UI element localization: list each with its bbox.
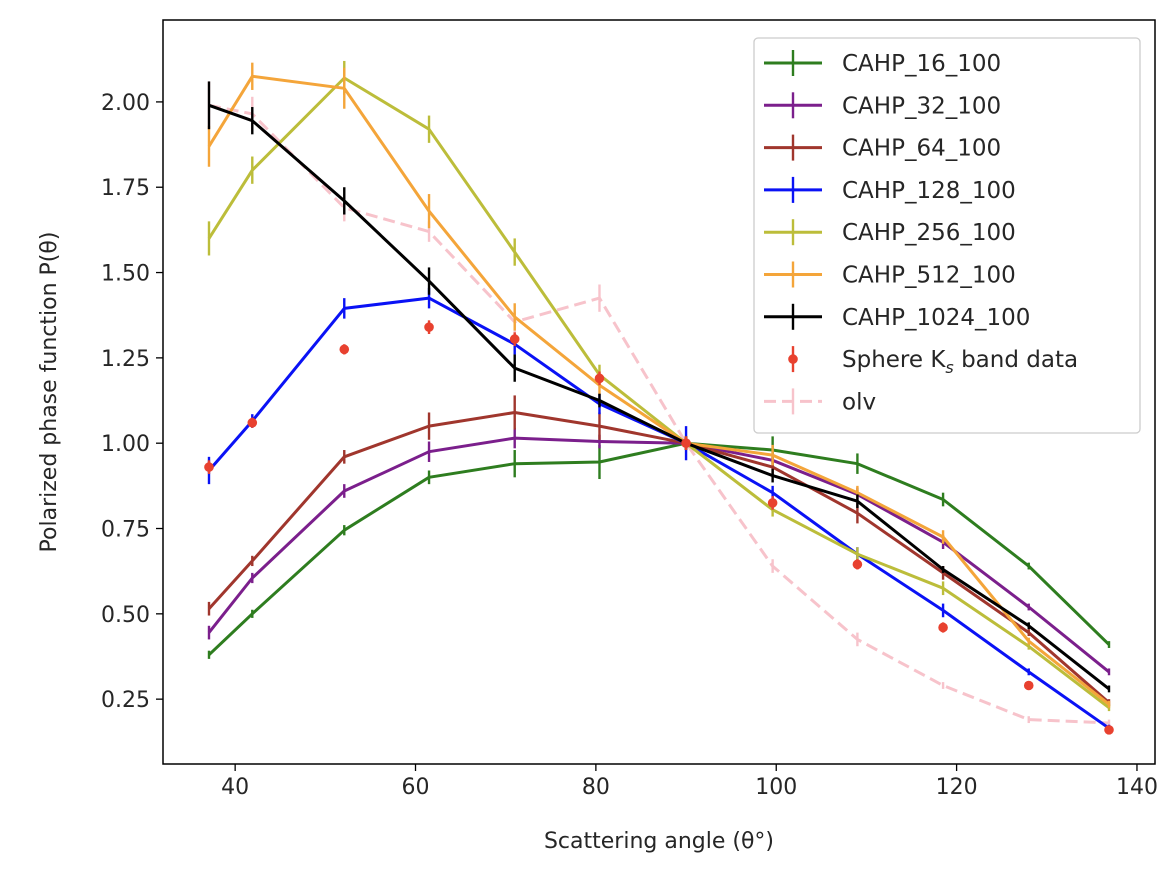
y-tick-label: 1.50 <box>101 262 150 287</box>
data-point <box>509 334 520 344</box>
series-sphere-k-s-band-data <box>204 320 1114 735</box>
data-point <box>1104 725 1114 735</box>
legend-label: olv <box>842 389 876 415</box>
legend: CAHP_16_100 CAHP_32_100 CAHP_64_100 CAHP_12… <box>753 37 1141 434</box>
legend-label: CAHP_64_100 <box>842 136 1001 162</box>
legend-item: Sphere Ks band data <box>788 346 1078 377</box>
y-tick-label: 0.75 <box>101 518 150 543</box>
legend-item: CAHP_32_100 <box>764 92 1001 119</box>
series-line <box>207 441 1111 656</box>
legend-label: CAHP_256_100 <box>842 220 1016 246</box>
y-axis-label: Polarized phase function P(θ) <box>37 232 62 553</box>
data-point <box>204 462 214 472</box>
series-line <box>207 76 1110 709</box>
legend-label: CAHP_1024_100 <box>842 305 1030 331</box>
y-tick-label: 1.00 <box>101 432 150 457</box>
x-tick-label: 80 <box>582 775 610 800</box>
axes-frame <box>162 19 1156 765</box>
data-point <box>1023 680 1034 691</box>
legend-item: olv <box>764 388 876 415</box>
data-point <box>681 438 691 448</box>
data-point <box>247 417 258 428</box>
legend-item: CAHP_512_100 <box>764 261 1016 289</box>
legend-label: CAHP_128_100 <box>842 178 1016 204</box>
legend-label: CAHP_32_100 <box>842 93 1001 119</box>
x-tick-label: 60 <box>402 775 430 800</box>
x-tick-label: 120 <box>936 775 978 800</box>
legend-label: Sphere Ks band data <box>842 347 1078 377</box>
data-point <box>767 498 778 508</box>
x-axis: 40 60 80 100 120 140 <box>221 764 1158 800</box>
data-point <box>594 373 605 384</box>
y-tick-label: 2.00 <box>101 91 150 116</box>
data-point <box>938 622 948 633</box>
legend-item: CAHP_16_100 <box>764 50 1001 77</box>
y-tick-label: 0.50 <box>101 603 150 628</box>
data-point <box>339 344 350 355</box>
legend-label: CAHP_512_100 <box>842 263 1016 289</box>
legend-box <box>753 37 1141 434</box>
series-line <box>207 296 1110 730</box>
legend-item: CAHP_64_100 <box>764 134 1001 162</box>
legend-label-part: Sphere K <box>842 347 946 373</box>
y-axis: 0.25 0.50 0.75 1.00 1.25 1.50 1.75 2.00 <box>101 91 163 713</box>
data-point <box>424 322 434 332</box>
y-tick-label: 0.25 <box>101 688 150 713</box>
series-line <box>208 103 1110 725</box>
legend-item: CAHP_1024_100 <box>764 303 1030 331</box>
series-line <box>208 103 1110 691</box>
x-tick-label: 40 <box>221 775 249 800</box>
legend-item: CAHP_256_100 <box>764 219 1016 246</box>
x-tick-label: 140 <box>1116 775 1158 800</box>
y-tick-label: 1.25 <box>101 347 150 372</box>
legend-label: CAHP_16_100 <box>842 51 1001 77</box>
plot-area <box>204 60 1114 735</box>
legend-label-part: band data <box>954 347 1078 373</box>
legend-item: CAHP_128_100 <box>764 176 1016 204</box>
series-line <box>207 74 1110 706</box>
legend-label-subscript: s <box>945 358 953 377</box>
series-cahp-1024-100 <box>207 81 1111 693</box>
series-line <box>207 411 1110 704</box>
data-point <box>852 559 863 570</box>
x-tick-label: 100 <box>755 775 797 800</box>
y-tick-label: 1.75 <box>101 176 150 201</box>
x-axis-label: Scattering angle (θ°) <box>544 829 774 854</box>
